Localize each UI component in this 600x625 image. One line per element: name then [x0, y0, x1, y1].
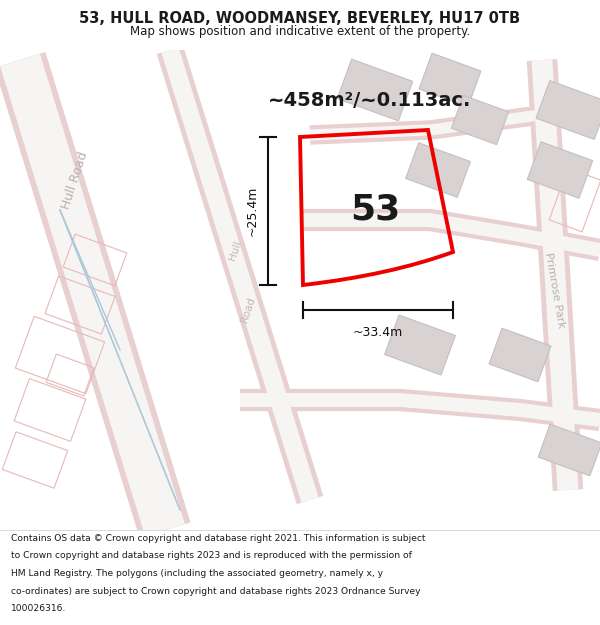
Text: Hull Road: Hull Road [59, 149, 91, 211]
Text: Hull: Hull [227, 239, 243, 261]
Text: 100026316.: 100026316. [11, 604, 66, 613]
Polygon shape [536, 81, 600, 139]
Polygon shape [337, 59, 413, 121]
Polygon shape [419, 53, 481, 107]
Text: HM Land Registry. The polygons (including the associated geometry, namely x, y: HM Land Registry. The polygons (includin… [11, 569, 383, 578]
Text: ~25.4m: ~25.4m [245, 186, 259, 236]
Polygon shape [451, 96, 509, 144]
Polygon shape [489, 328, 551, 382]
Text: ~458m²/~0.113ac.: ~458m²/~0.113ac. [268, 91, 472, 109]
Text: to Crown copyright and database rights 2023 and is reproduced with the permissio: to Crown copyright and database rights 2… [11, 551, 412, 561]
Text: ~33.4m: ~33.4m [353, 326, 403, 339]
Polygon shape [385, 315, 455, 375]
Polygon shape [538, 424, 600, 476]
Text: 53: 53 [350, 193, 400, 227]
Polygon shape [527, 142, 593, 198]
Polygon shape [406, 142, 470, 198]
Text: co-ordinates) are subject to Crown copyright and database rights 2023 Ordnance S: co-ordinates) are subject to Crown copyr… [11, 586, 420, 596]
Text: Map shows position and indicative extent of the property.: Map shows position and indicative extent… [130, 24, 470, 38]
Text: Contains OS data © Crown copyright and database right 2021. This information is : Contains OS data © Crown copyright and d… [11, 534, 425, 542]
Text: Primrose Park: Primrose Park [544, 251, 566, 329]
Text: Road: Road [239, 296, 257, 324]
Text: 53, HULL ROAD, WOODMANSEY, BEVERLEY, HU17 0TB: 53, HULL ROAD, WOODMANSEY, BEVERLEY, HU1… [79, 11, 521, 26]
